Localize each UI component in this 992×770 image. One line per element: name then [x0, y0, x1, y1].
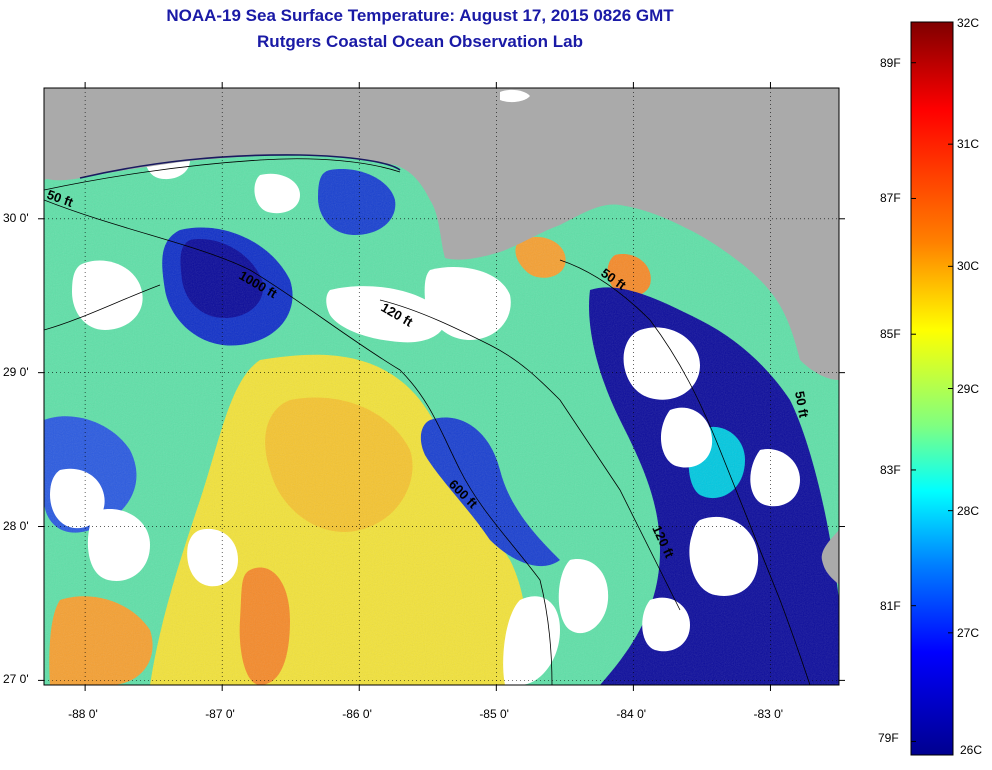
colorbar-label-celsius: 32C — [957, 16, 980, 30]
lat-tick-label: 29 0' — [3, 364, 29, 379]
axis-ticks — [38, 82, 845, 691]
land-northern-coast — [44, 88, 839, 380]
lon-tick-label: -83 0' — [753, 707, 784, 721]
colorbar-label-fahrenheit: 87F — [880, 191, 901, 206]
lat-tick-label: 28 0' — [3, 518, 29, 533]
map-area — [44, 88, 839, 685]
lat-tick-label: 30 0' — [3, 210, 29, 225]
colorbar — [910, 21, 954, 756]
colorbar-label-celsius: 28C — [957, 503, 980, 518]
coastline — [79, 154, 401, 179]
land-northwest — [44, 88, 81, 180]
lon-tick-label: -85 0' — [479, 707, 509, 721]
colorbar-label-fahrenheit: 85F — [880, 327, 901, 342]
colorbar-label-celsius: 29C — [957, 381, 980, 396]
map-title: NOAA-19 Sea Surface Temperature: August … — [166, 6, 674, 25]
contour-label-50ft-east: 50 ft — [792, 390, 812, 420]
lon-tick-label: -87 0' — [205, 707, 235, 721]
colorbar-label-celsius: 31C — [957, 137, 980, 152]
colorbar-label-fahrenheit: 81F — [880, 598, 901, 613]
cloud-inland — [500, 89, 530, 103]
colorbar-label-fahrenheit: 89F — [880, 55, 901, 70]
land-peninsula — [821, 530, 839, 585]
gridlines — [44, 88, 839, 685]
bathymetry-contours — [44, 158, 811, 685]
map-frame — [43, 87, 840, 686]
colorbar-label-fahrenheit: 83F — [880, 462, 901, 477]
lon-tick-label: -88 0' — [68, 707, 98, 721]
colorbar-label-fahrenheit: 79F — [878, 731, 899, 746]
colorbar-ticks — [911, 21, 953, 756]
colorbar-label-celsius: 26C — [960, 743, 983, 757]
map-subtitle: Rutgers Coastal Ocean Observation Lab — [257, 32, 583, 51]
lat-tick-label: 27 0' — [3, 672, 29, 687]
colorbar-label-celsius: 27C — [957, 625, 980, 640]
colorbar-label-celsius: 30C — [957, 259, 980, 274]
lon-tick-label: -84 0' — [616, 707, 647, 721]
lon-tick-label: -86 0' — [342, 707, 372, 721]
cloud-mask — [50, 138, 800, 685]
